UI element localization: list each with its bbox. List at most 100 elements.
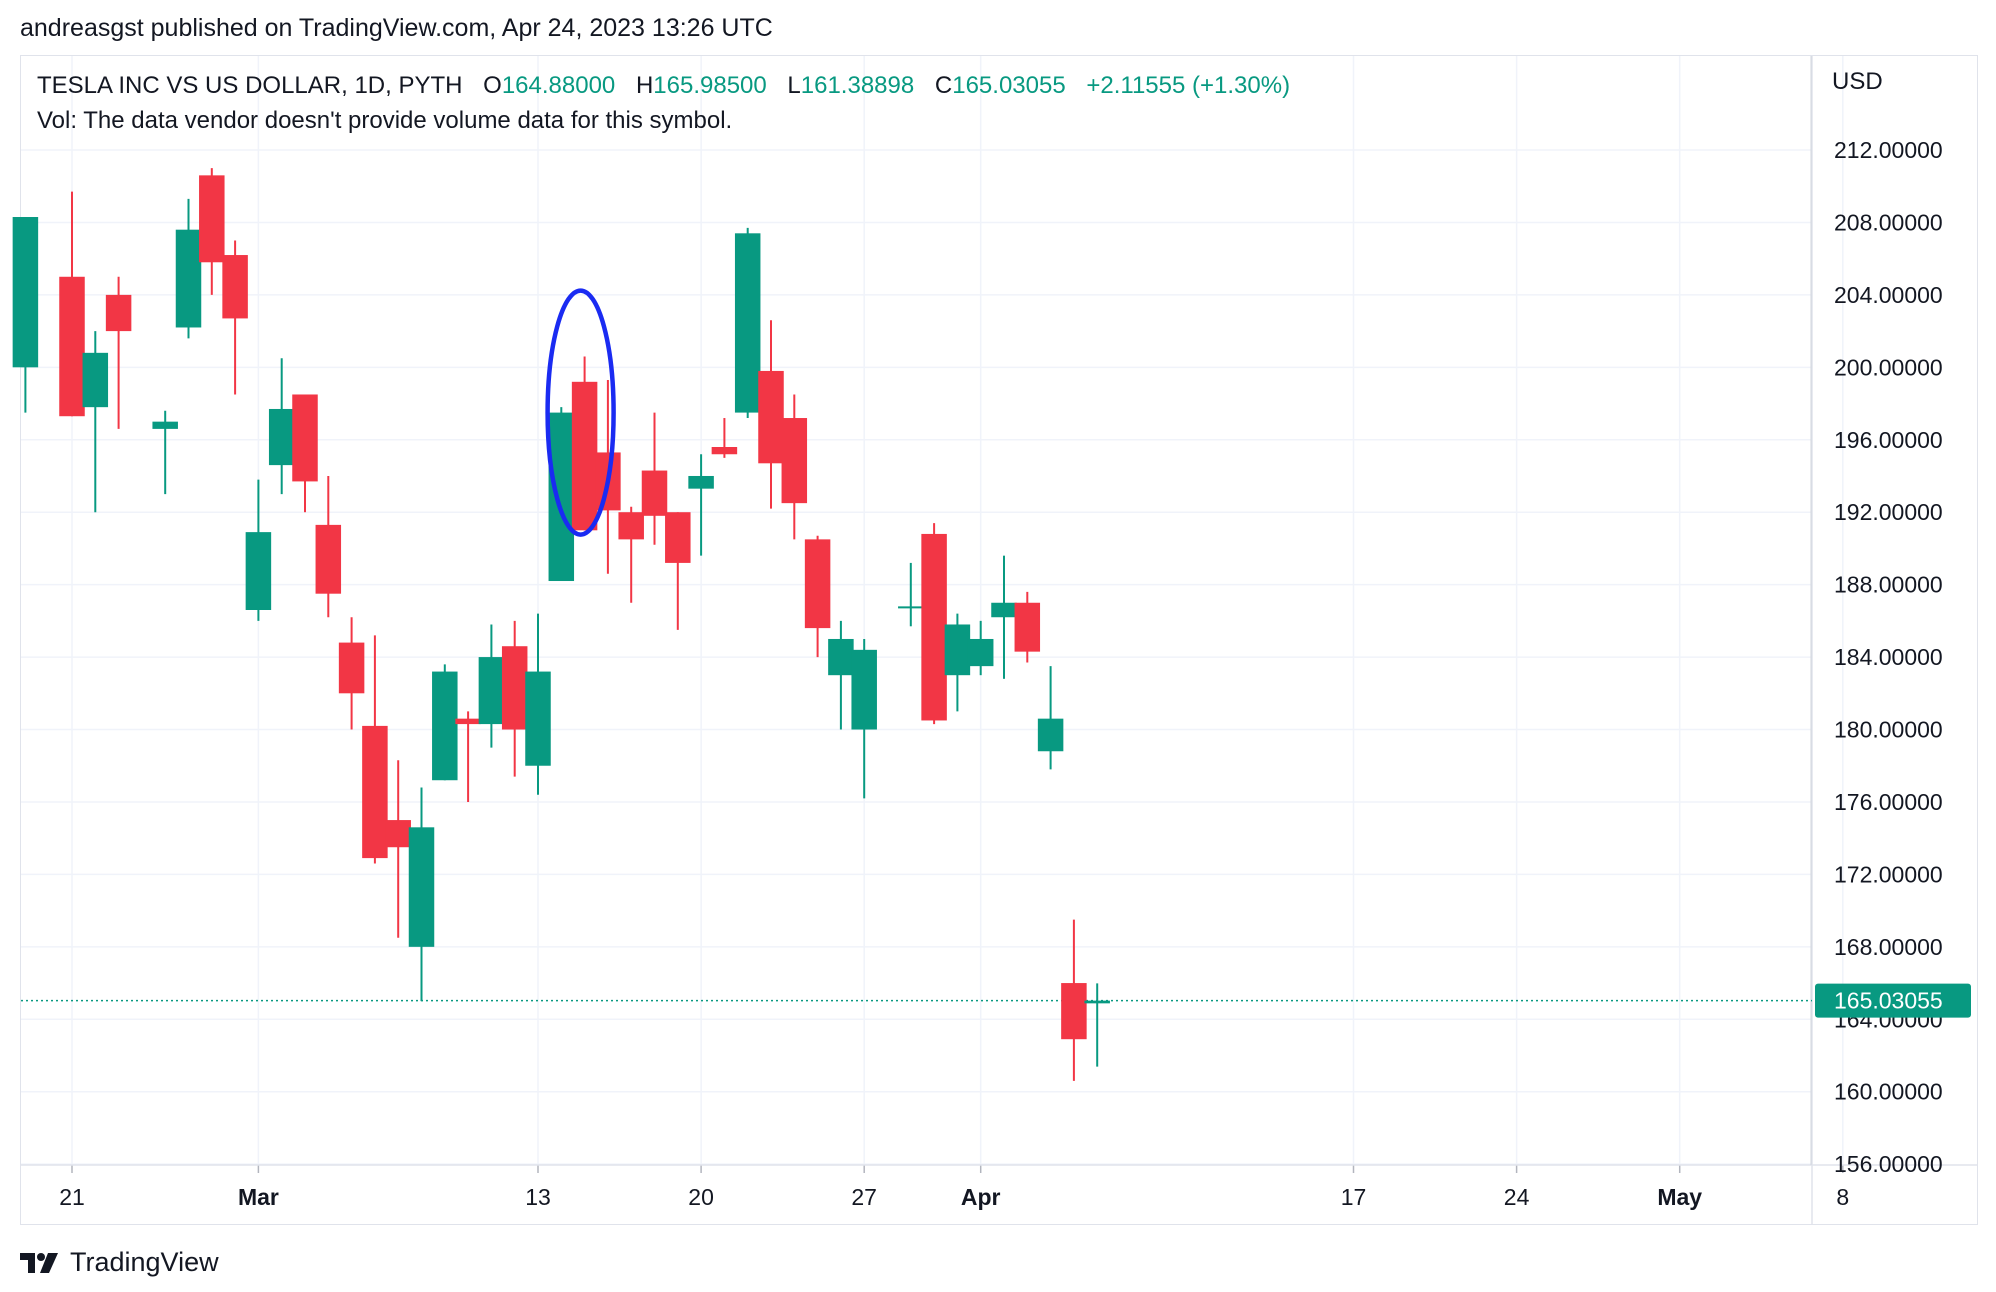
candle[interactable] bbox=[408, 787, 435, 1002]
candle[interactable] bbox=[898, 562, 924, 627]
candle-body bbox=[944, 624, 971, 676]
candle-body bbox=[571, 381, 598, 531]
candle-body bbox=[1014, 602, 1041, 652]
candle-body bbox=[222, 255, 248, 319]
x-tick-label: 13 bbox=[525, 1184, 551, 1210]
candle[interactable] bbox=[478, 624, 505, 748]
candle[interactable] bbox=[804, 535, 831, 658]
high-label: H bbox=[635, 72, 654, 99]
candle-body bbox=[758, 370, 784, 464]
candle[interactable] bbox=[828, 620, 854, 730]
x-axis-labels: 21 Mar 13 20 27 Apr 17 24 May 8 bbox=[59, 1184, 1849, 1210]
candle-body bbox=[1037, 718, 1064, 752]
y-tick-label: 156.00000 bbox=[1834, 1151, 1943, 1177]
candle[interactable] bbox=[548, 407, 575, 582]
candle[interactable] bbox=[362, 635, 388, 864]
candle[interactable] bbox=[338, 617, 365, 730]
x-tick-label: 21 bbox=[59, 1184, 85, 1210]
y-axis-labels: 212.00000 208.00000 204.00000 200.00000 196.… bbox=[1834, 137, 1943, 1177]
candle-body bbox=[105, 294, 132, 332]
candle-body bbox=[711, 447, 738, 455]
candle[interactable] bbox=[921, 523, 947, 725]
candle[interactable] bbox=[105, 276, 132, 429]
candle[interactable] bbox=[991, 555, 1017, 679]
candle[interactable] bbox=[967, 620, 994, 676]
candle-body bbox=[385, 820, 411, 848]
open-value: 164.88000 bbox=[501, 72, 616, 99]
candle[interactable] bbox=[944, 613, 971, 712]
candle[interactable] bbox=[571, 356, 598, 531]
candle[interactable] bbox=[665, 512, 691, 630]
axes bbox=[20, 55, 1978, 1224]
candle[interactable] bbox=[781, 394, 808, 540]
candlestick-chart[interactable]: 212.00000 208.00000 204.00000 200.00000 196.… bbox=[0, 0, 1996, 1240]
candle[interactable] bbox=[1061, 919, 1087, 1081]
candle[interactable] bbox=[1084, 983, 1110, 1067]
y-tick-label: 188.00000 bbox=[1834, 572, 1943, 598]
last-price-badge: 165.03055 bbox=[1815, 983, 1971, 1018]
y-tick-label: 208.00000 bbox=[1834, 209, 1943, 235]
candle[interactable] bbox=[59, 191, 85, 417]
candle-body bbox=[82, 352, 109, 408]
candle-body bbox=[362, 725, 388, 859]
candle-body bbox=[432, 671, 458, 781]
candle-body bbox=[665, 512, 691, 563]
candle[interactable] bbox=[292, 394, 318, 513]
candle-body bbox=[804, 539, 831, 629]
candle[interactable] bbox=[525, 613, 551, 795]
candle-body bbox=[967, 638, 994, 667]
y-tick-label: 212.00000 bbox=[1834, 137, 1943, 163]
candle[interactable] bbox=[432, 664, 458, 781]
candle[interactable] bbox=[851, 638, 877, 799]
candle[interactable] bbox=[12, 217, 39, 413]
candle-body bbox=[991, 602, 1017, 618]
candle-body bbox=[641, 470, 668, 516]
candle[interactable] bbox=[175, 198, 202, 339]
x-tick-label: Apr bbox=[961, 1184, 1001, 1210]
candle[interactable] bbox=[618, 506, 644, 603]
y-tick-label: 196.00000 bbox=[1834, 427, 1943, 453]
annotation-layer bbox=[545, 288, 616, 537]
candle[interactable] bbox=[245, 479, 272, 621]
candle-body bbox=[851, 649, 877, 730]
candle[interactable] bbox=[641, 412, 668, 545]
candle-body bbox=[199, 175, 225, 263]
x-tick-label: 24 bbox=[1504, 1184, 1530, 1210]
candle[interactable] bbox=[1014, 591, 1041, 663]
footer-brand: TradingView bbox=[70, 1247, 219, 1277]
candle[interactable] bbox=[315, 475, 342, 618]
candle-body bbox=[688, 475, 714, 489]
candle[interactable] bbox=[1037, 666, 1064, 770]
candle[interactable] bbox=[711, 418, 738, 458]
y-tick-label: 172.00000 bbox=[1834, 861, 1943, 887]
candle-body bbox=[828, 638, 854, 676]
candle[interactable] bbox=[688, 454, 714, 556]
candle[interactable] bbox=[758, 320, 784, 509]
currency-label[interactable]: USD bbox=[1832, 68, 1883, 95]
tradingview-footer[interactable]: TradingView bbox=[20, 1247, 219, 1278]
candle[interactable] bbox=[455, 711, 481, 802]
candle[interactable] bbox=[199, 168, 225, 295]
candle[interactable] bbox=[385, 760, 411, 938]
y-tick-label: 184.00000 bbox=[1834, 644, 1943, 670]
candle[interactable] bbox=[501, 620, 528, 777]
candle-body bbox=[268, 408, 295, 466]
price-badge-layer: 165.03055 bbox=[1815, 983, 1971, 1018]
x-tick-label: 8 bbox=[1836, 1184, 1849, 1210]
candle-body bbox=[292, 394, 318, 482]
volume-note: Vol: The data vendor doesn't provide vol… bbox=[37, 107, 733, 134]
candle-body bbox=[898, 606, 924, 609]
ellipse-annotation[interactable] bbox=[545, 288, 616, 537]
candle[interactable] bbox=[222, 240, 248, 395]
y-tick-label: 176.00000 bbox=[1834, 789, 1943, 815]
candle-body bbox=[152, 421, 178, 429]
candle-body bbox=[455, 718, 481, 725]
candle-body bbox=[245, 532, 272, 610]
price-badge-label: 165.03055 bbox=[1834, 988, 1943, 1014]
candle[interactable] bbox=[152, 410, 178, 495]
candle[interactable] bbox=[268, 358, 295, 495]
low-value: 161.38898 bbox=[800, 72, 915, 99]
x-tick-label: Mar bbox=[238, 1184, 279, 1210]
candle[interactable] bbox=[82, 331, 109, 513]
candle[interactable] bbox=[734, 227, 761, 419]
